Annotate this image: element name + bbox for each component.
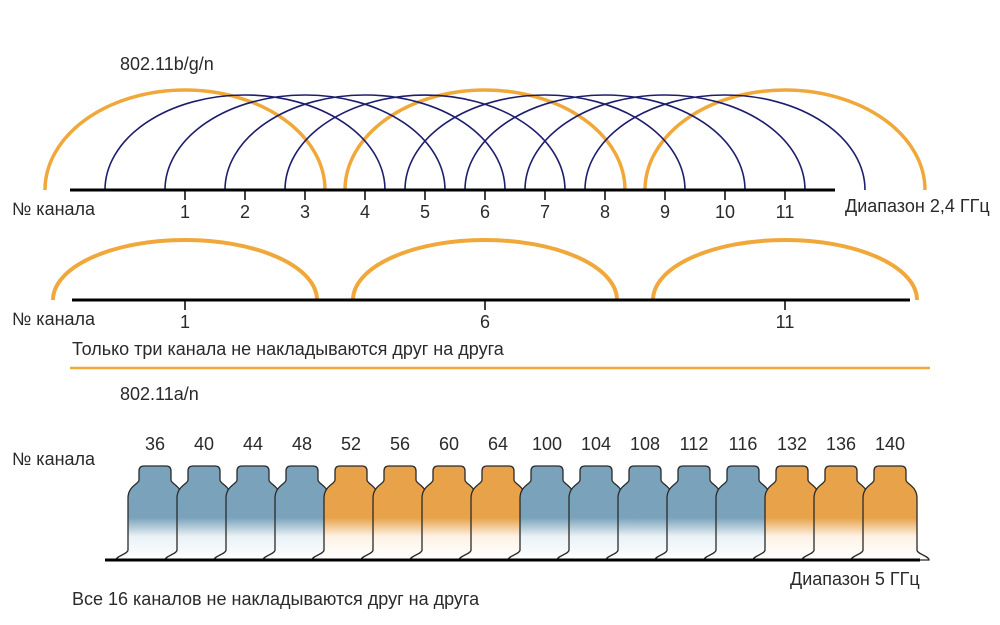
channel-label: 11 <box>776 312 795 332</box>
channel-label: 60 <box>439 434 459 454</box>
channel-label: 1 <box>180 202 190 222</box>
channel-label: 2 <box>240 202 250 222</box>
channel-label: 56 <box>390 434 410 454</box>
channel-label: 44 <box>243 434 263 454</box>
channel-label: 64 <box>488 434 508 454</box>
section-24-right-label: Диапазон 2,4 ГГц <box>845 196 990 216</box>
channel-label: 9 <box>660 202 670 222</box>
channel-label: 132 <box>777 434 807 454</box>
channel-label: 1 <box>180 312 190 332</box>
section-5-caption: Все 16 каналов не накладываются друг на … <box>72 589 480 609</box>
section-5-title: 802.11a/n <box>120 384 199 404</box>
channel-label: 140 <box>875 434 905 454</box>
section-nonoverlap-left-label: № канала <box>12 309 96 329</box>
channel-label: 8 <box>600 202 610 222</box>
channel-label: 6 <box>480 202 490 222</box>
channel-label: 48 <box>292 434 312 454</box>
section-nonoverlap-arcs <box>53 240 917 300</box>
channel-label: 7 <box>540 202 550 222</box>
section-24-left-label: № канала <box>12 199 96 219</box>
channel-label: 36 <box>145 434 165 454</box>
channel-label: 10 <box>715 202 735 222</box>
channel-label: 116 <box>729 434 758 454</box>
channel-label: 3 <box>300 202 310 222</box>
channel-label: 5 <box>420 202 430 222</box>
channel-label: 40 <box>194 434 214 454</box>
channel-label: 11 <box>776 202 795 222</box>
section-24-title: 802.11b/g/n <box>120 54 214 74</box>
channel-bottle <box>851 466 929 560</box>
channel-label: 52 <box>341 434 361 454</box>
channel-label: 4 <box>360 202 370 222</box>
channel-label: 112 <box>680 434 709 454</box>
channel-label: 100 <box>532 434 562 454</box>
section-5-right-label: Диапазон 5 ГГц <box>790 569 920 589</box>
channel-label: 6 <box>480 312 490 332</box>
section-24-arcs <box>45 90 925 190</box>
channel-label: 108 <box>630 434 660 454</box>
channel-label: 136 <box>826 434 856 454</box>
section-nonoverlap-caption: Только три канала не накладываются друг … <box>72 339 505 359</box>
channel-label: 104 <box>581 434 611 454</box>
section-5-left-label: № канала <box>12 449 96 469</box>
section-5-bottles <box>116 466 929 560</box>
